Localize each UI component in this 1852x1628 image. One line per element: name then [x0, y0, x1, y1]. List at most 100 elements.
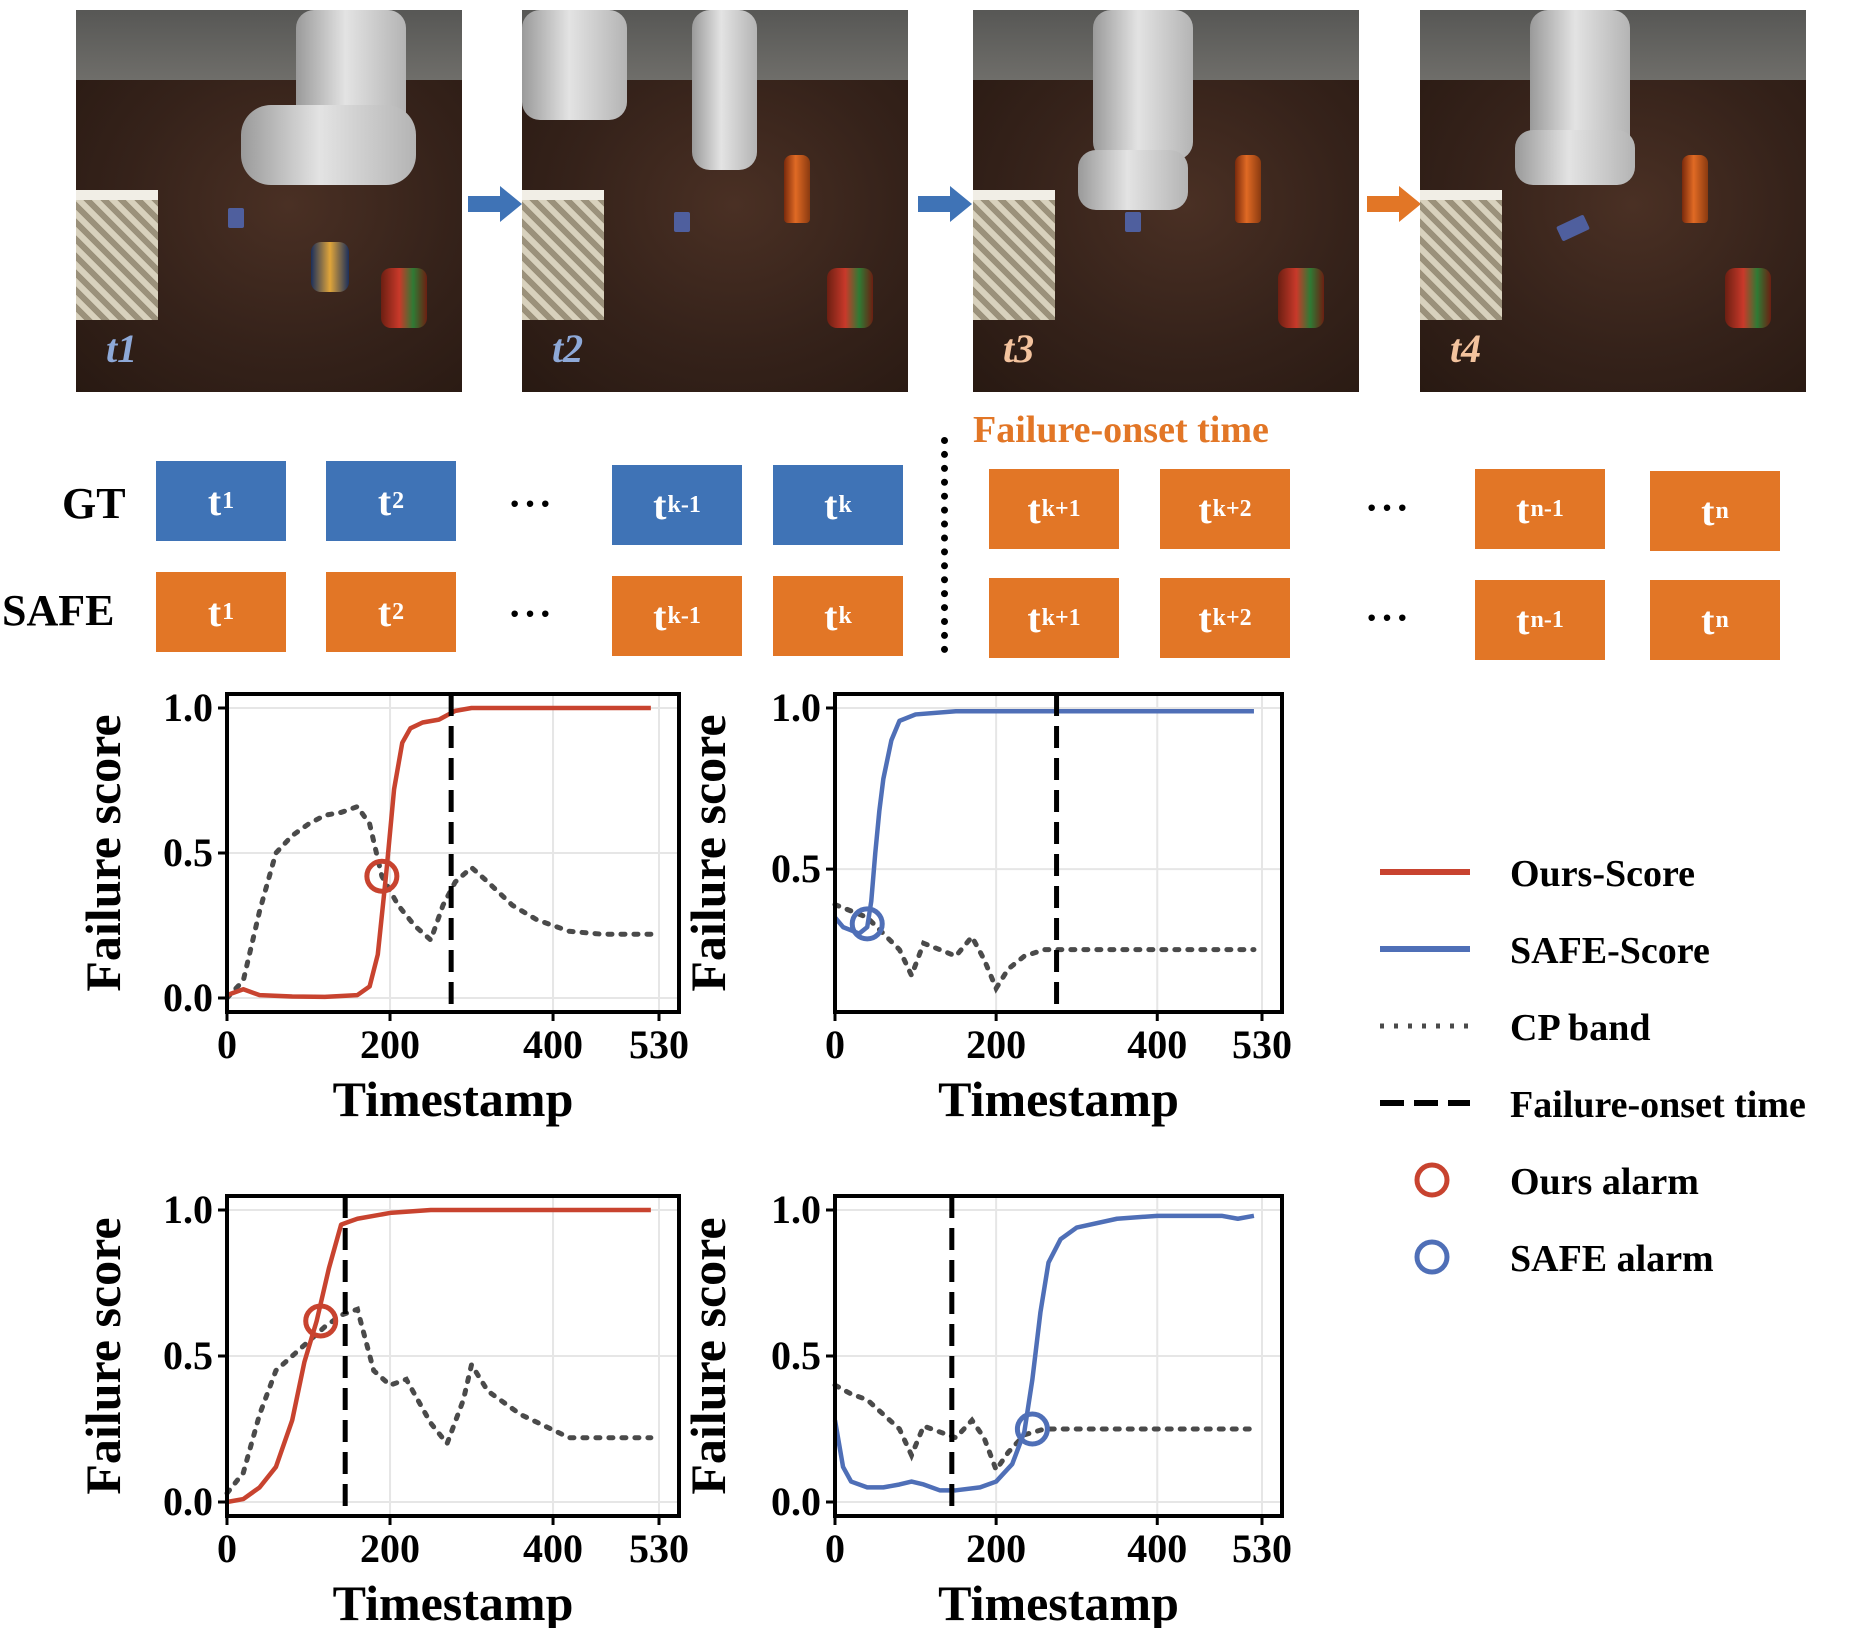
- legend-label: SAFE-Score: [1510, 930, 1710, 972]
- x-axis-label: Timestamp: [333, 1071, 574, 1127]
- chip-subscript: n: [1715, 497, 1729, 524]
- x-tick-label: 0: [825, 1022, 845, 1067]
- chip-subscript: k+1: [1041, 604, 1081, 631]
- x-tick-label: 530: [629, 1022, 689, 1067]
- chip-subscript: 2: [392, 487, 405, 514]
- cp-band-line: [224, 1306, 654, 1496]
- chip-base: t: [1516, 597, 1530, 643]
- x-tick-label: 530: [629, 1526, 689, 1571]
- alarm-marker: [364, 858, 400, 894]
- legend-item: Failure-onset time: [1370, 1083, 1850, 1126]
- x-tick-label: 400: [1127, 1526, 1187, 1571]
- chip-subscript: k: [838, 491, 852, 518]
- gt-row-label: GT: [62, 479, 126, 528]
- score-line: [226, 1207, 651, 1505]
- chip-base: t: [653, 482, 667, 528]
- basket: [973, 190, 1055, 320]
- x-tick-label: 400: [523, 1526, 583, 1571]
- arrow-shape: [468, 186, 522, 222]
- can: [1725, 268, 1771, 328]
- chip-base: t: [1027, 486, 1041, 532]
- safe-chip-n-1: t n-1: [1475, 580, 1605, 660]
- x-tick-label: 400: [523, 1022, 583, 1067]
- frame-t4: t4: [1420, 10, 1806, 392]
- cp-band-line: [832, 902, 1257, 994]
- safe-row-label: SAFE: [2, 586, 115, 635]
- chip-base: t: [1701, 488, 1715, 534]
- bottle: [1682, 155, 1708, 223]
- chip-subscript: k: [838, 602, 852, 629]
- gt-chip-k+1: t k+1: [989, 469, 1119, 549]
- right-arrow-icon: [918, 186, 972, 222]
- chip-subscript: n-1: [1530, 606, 1564, 633]
- cp-band-line: [832, 1382, 1257, 1476]
- chip-base: t: [377, 478, 392, 524]
- frame-label: t2: [552, 326, 584, 371]
- can: [311, 242, 349, 292]
- legend-circle: [1414, 1239, 1450, 1275]
- legend-item: SAFE-Score: [1370, 929, 1850, 972]
- chip-base: t: [653, 593, 667, 639]
- x-tick-label: 0: [825, 1526, 845, 1571]
- chip-subscript: n-1: [1530, 495, 1564, 522]
- x-tick-label: 200: [360, 1022, 420, 1067]
- chart-bottom-left: 0 200 400 530 0.0 0.5 1.0 Timestamp Failure scor…: [75, 1187, 689, 1628]
- onset-divider: [941, 437, 948, 653]
- can: [1278, 268, 1324, 328]
- y-axis-label: Failure score: [75, 1217, 131, 1494]
- basket: [76, 190, 158, 320]
- x-axis-label: Timestamp: [333, 1575, 574, 1628]
- x-tick-label: 200: [966, 1022, 1026, 1067]
- y-tick-label: 1.0: [771, 685, 821, 730]
- gt-chip-k+2: t k+2: [1160, 469, 1290, 549]
- x-tick-label: 530: [1232, 1022, 1292, 1067]
- chip-subscript: k-1: [667, 491, 701, 518]
- safe-chip-k-1: t k-1: [612, 576, 742, 656]
- chip-subscript: 2: [392, 598, 405, 625]
- failure-onset-title: Failure-onset time: [973, 409, 1269, 451]
- robot-arm: [1093, 10, 1193, 160]
- alarm-marker: [849, 906, 885, 942]
- can: [827, 268, 873, 328]
- small-box: [1125, 212, 1141, 232]
- small-box: [228, 208, 244, 228]
- frame-label: t3: [1003, 326, 1035, 371]
- safe-chip-k+1: t k+1: [989, 578, 1119, 658]
- frame-t3: t3: [973, 10, 1359, 392]
- frame-t2: t2: [522, 10, 908, 392]
- chip-base: t: [1516, 486, 1530, 532]
- y-tick-label: 0.5: [163, 1333, 213, 1378]
- chip-subscript: 1: [222, 487, 235, 514]
- legend-item: Ours alarm: [1370, 1160, 1850, 1203]
- y-tick-label: 1.0: [163, 685, 213, 730]
- y-tick-label: 1.0: [771, 1187, 821, 1232]
- x-tick-label: 200: [360, 1526, 420, 1571]
- legend-item: SAFE alarm: [1370, 1237, 1850, 1280]
- gt-ellipsis: ···: [508, 481, 555, 526]
- legend-label: CP band: [1510, 1007, 1651, 1049]
- basket: [1420, 190, 1502, 320]
- score-line: [832, 1213, 1255, 1493]
- chip-subscript: k+2: [1212, 604, 1252, 631]
- axes-frame: [833, 692, 1284, 1014]
- y-axis-label: Failure score: [75, 714, 131, 991]
- safe-chip-k+2: t k+2: [1160, 578, 1290, 658]
- chip-base: t: [824, 593, 838, 639]
- score-line: [226, 705, 651, 1000]
- chip-subscript: k+1: [1041, 495, 1081, 522]
- legend-label: Ours alarm: [1510, 1161, 1699, 1203]
- chart-top-left: 0 200 400 530 0.0 0.5 1.0 Timestamp Failure scor…: [75, 685, 689, 1127]
- y-tick-label: 0.0: [771, 1479, 821, 1524]
- chip-base: t: [1701, 597, 1715, 643]
- gt-ellipsis: ···: [1365, 485, 1412, 530]
- chip-base: t: [1198, 486, 1212, 532]
- x-axis-label: Timestamp: [938, 1071, 1179, 1127]
- chip-subscript: k+2: [1212, 495, 1252, 522]
- frame-label: t4: [1450, 326, 1482, 371]
- y-axis-label: Failure score: [680, 1217, 736, 1494]
